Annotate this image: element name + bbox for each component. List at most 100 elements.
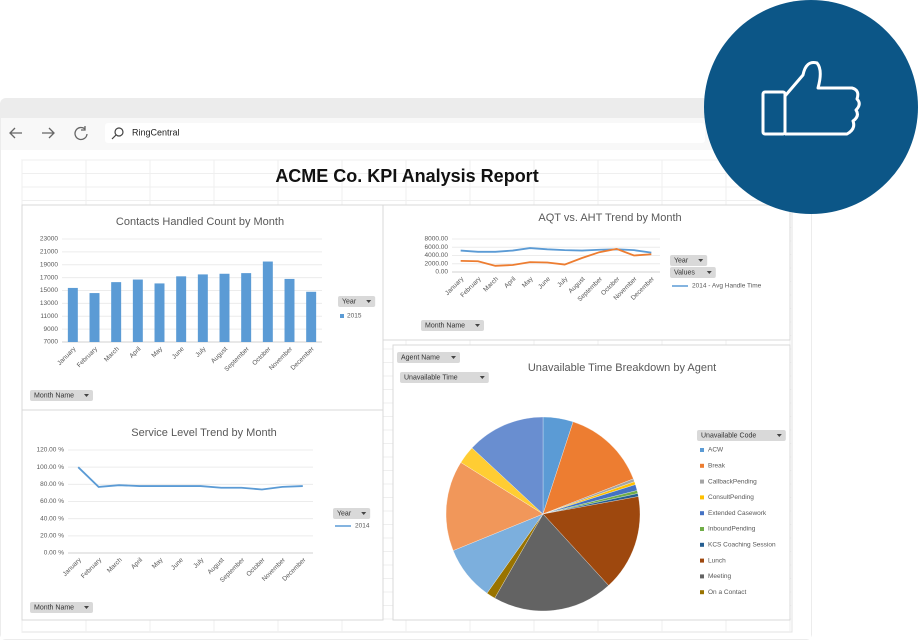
forward-button[interactable] (42, 127, 55, 139)
legend-swatch (700, 448, 704, 452)
bar (67, 287, 78, 342)
pie-slice (542, 421, 634, 515)
bar (284, 278, 295, 342)
bar (241, 273, 252, 342)
bar (111, 282, 122, 342)
y-tick-label: 19000 (40, 261, 58, 268)
legend-label: CallbackPending (708, 478, 757, 485)
bar (197, 274, 208, 342)
dropdown-arrow (451, 356, 456, 359)
filter-button-label: Month Name (425, 323, 465, 330)
y-tick-label: 2000.00 (425, 260, 449, 267)
filter-button[interactable] (333, 508, 371, 519)
filter-button-label: Year (342, 299, 357, 306)
dropdown-arrow (698, 259, 704, 262)
search-icon-handle (111, 134, 117, 140)
dropdown-arrow (706, 271, 712, 274)
legend-swatch (700, 511, 704, 516)
y-tick-label: 15000 (40, 287, 58, 294)
bar (176, 276, 187, 342)
y-tick-label: 7000 (44, 339, 59, 346)
bar (132, 279, 143, 342)
legend-swatch (700, 479, 704, 484)
legend-label: 2014 (355, 523, 370, 530)
legend-label: Break (708, 463, 726, 470)
refresh-button[interactable] (74, 126, 88, 141)
y-tick-label: 21000 (40, 249, 58, 256)
line-series (460, 247, 652, 267)
bar (306, 291, 317, 342)
legend-swatch (700, 495, 704, 500)
filter-button-label: Year (674, 258, 689, 265)
y-tick-label: 60.00 % (40, 498, 64, 505)
filter-button[interactable] (30, 602, 93, 613)
y-tick-label: 0.00 % (44, 550, 64, 557)
filter-button[interactable] (30, 390, 93, 401)
legend-swatch (340, 314, 344, 318)
bar (262, 261, 273, 342)
y-tick-label: 80.00 % (40, 481, 64, 488)
pie-slice (542, 496, 641, 586)
legend-label: KCS Coaching Session (708, 542, 776, 549)
filter-button-label: Unavailable Code (701, 433, 756, 440)
bar (154, 283, 165, 342)
charts: Contacts Handled Count by Month Year Month… (21, 204, 791, 621)
chart-title: Service Level Trend by Month (131, 427, 277, 439)
legend-swatch (700, 527, 704, 531)
filter-button[interactable] (670, 267, 716, 278)
y-tick-label: 9000 (44, 326, 59, 333)
pie-slice (445, 462, 544, 551)
back-button[interactable] (9, 127, 22, 139)
line-series (77, 466, 303, 491)
nav-icons (9, 126, 88, 141)
dropdown-arrow (475, 324, 480, 327)
legend-swatch (700, 558, 704, 563)
dropdown-arrow (776, 434, 782, 437)
legend-label: ACW (708, 447, 724, 454)
filter-button-label: Values (674, 270, 695, 277)
badge (704, 0, 918, 214)
pie-slice (494, 513, 609, 612)
filter-button[interactable] (670, 255, 708, 266)
filter-button[interactable] (397, 352, 460, 363)
dropdown-arrow (479, 376, 485, 379)
legend-label: Lunch (708, 557, 726, 564)
search-icon (114, 127, 124, 137)
pie-slice (471, 416, 544, 515)
y-tick-label: 17000 (40, 274, 58, 281)
y-tick-label: 8000.00 (425, 236, 449, 243)
y-tick-label: 40.00 % (40, 515, 64, 522)
dropdown-arrow (366, 300, 372, 303)
chart-title: Unavailable Time Breakdown by Agent (528, 362, 716, 374)
y-tick-label: 20.00 % (40, 533, 64, 540)
legend-label: 2015 (347, 313, 362, 320)
chart-title: AQT vs. AHT Trend by Month (538, 212, 681, 224)
legend-label: 2014 - Avg Handle Time (692, 283, 762, 290)
thumbs-up-icon (761, 61, 861, 136)
bar (219, 273, 230, 342)
dropdown-arrow (84, 394, 89, 397)
filter-button[interactable] (697, 430, 786, 441)
legend-swatch (700, 463, 704, 468)
filter-button-label: Month Name (34, 393, 74, 400)
legend-swatch (700, 574, 704, 579)
legend-label: InboundPending (708, 526, 756, 533)
y-tick-label: 23000 (40, 236, 58, 243)
filter-button[interactable] (338, 296, 376, 307)
y-tick-label: 100.00 % (37, 464, 65, 471)
address-bar[interactable] (105, 123, 705, 143)
y-tick-label: 120.00 % (37, 447, 65, 454)
filter-button[interactable] (400, 372, 489, 383)
y-tick-label: 13000 (40, 300, 58, 307)
legend-label: Meeting (708, 573, 732, 580)
filter-button[interactable] (421, 320, 484, 331)
address-text: RingCentral (132, 127, 180, 137)
legend-swatch (700, 590, 704, 595)
legend-label: Extended Casework (708, 510, 767, 517)
dropdown-arrow (361, 512, 367, 515)
legend-label: ConsultPending (708, 494, 754, 501)
dropdown-arrow (84, 606, 89, 609)
filter-button-label: Year (337, 511, 352, 518)
y-tick-label: 11000 (40, 313, 58, 320)
